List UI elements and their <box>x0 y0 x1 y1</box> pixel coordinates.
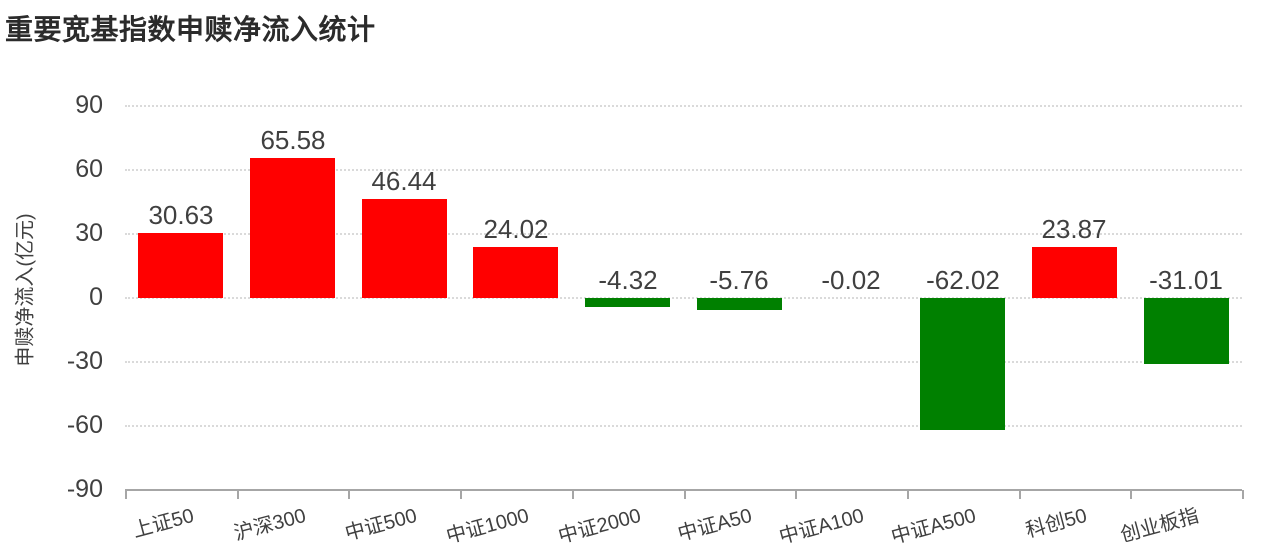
x-axis-tick <box>125 490 127 499</box>
bar-value-label: -62.02 <box>926 265 1000 295</box>
bar-value-label: 24.02 <box>483 214 549 244</box>
x-axis-tick <box>795 490 797 499</box>
x-axis-tick <box>907 490 909 499</box>
bar-上证50 <box>138 233 223 298</box>
bar-中证A500 <box>920 298 1005 430</box>
x-axis-line <box>125 489 1242 491</box>
bar-value-label: -5.76 <box>709 265 769 295</box>
bar-value-label: -31.01 <box>1149 265 1223 295</box>
chart-title: 重要宽基指数申赎净流入统计 <box>5 14 376 45</box>
y-tick-label: 60 <box>75 155 103 183</box>
x-axis-tick <box>460 490 462 499</box>
y-tick-label: 0 <box>89 283 103 311</box>
x-axis-tick <box>1242 490 1244 499</box>
x-axis-tick <box>572 490 574 499</box>
bar-创业板指 <box>1144 298 1229 364</box>
gridline <box>125 169 1242 171</box>
gridline <box>125 425 1242 427</box>
bar-value-label: -0.02 <box>821 265 881 295</box>
gridline <box>125 233 1242 235</box>
gridline <box>125 361 1242 363</box>
bar-value-label: 30.63 <box>148 200 214 230</box>
x-axis-tick <box>684 490 686 499</box>
bar-value-label: 65.58 <box>260 125 326 155</box>
x-axis-tick <box>1130 490 1132 499</box>
bar-中证2000 <box>585 298 670 307</box>
x-axis-tick <box>1019 490 1021 499</box>
y-tick-label: 90 <box>75 91 103 119</box>
gridline <box>125 297 1242 299</box>
bar-中证500 <box>362 199 447 298</box>
x-axis-tick <box>348 490 350 499</box>
y-tick-label: -60 <box>66 411 103 439</box>
bar-科创50 <box>1032 247 1117 298</box>
bar-value-label: 46.44 <box>371 166 437 196</box>
bar-中证1000 <box>473 247 558 298</box>
bar-沪深300 <box>250 158 335 298</box>
bar-value-label: -4.32 <box>598 265 658 295</box>
y-tick-label: 30 <box>75 219 103 247</box>
x-axis-tick <box>237 490 239 499</box>
gridline <box>125 105 1242 107</box>
y-tick-label: -90 <box>66 475 103 503</box>
bar-中证A50 <box>697 298 782 310</box>
y-tick-label: -30 <box>66 347 103 375</box>
bar-value-label: 23.87 <box>1041 214 1107 244</box>
